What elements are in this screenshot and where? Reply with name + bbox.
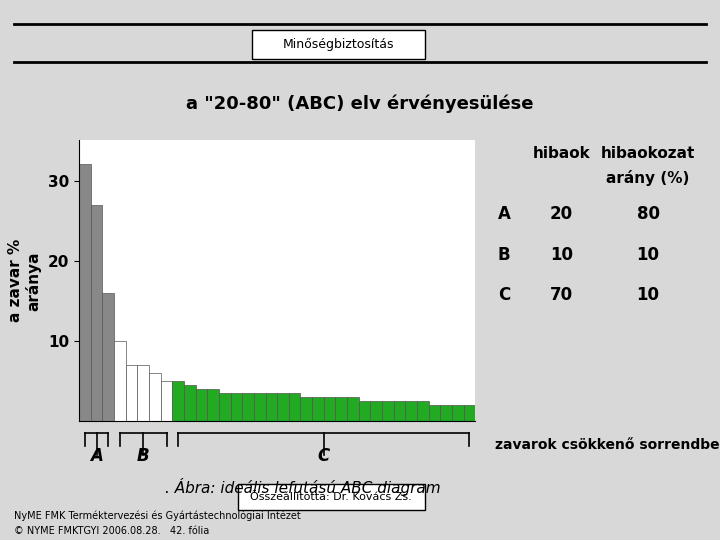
Text: A: A bbox=[90, 447, 103, 465]
Bar bbox=[172, 381, 184, 421]
Text: 10: 10 bbox=[550, 246, 573, 264]
Text: B: B bbox=[498, 246, 510, 264]
Text: hibaok: hibaok bbox=[533, 146, 590, 161]
Bar bbox=[242, 393, 254, 421]
Bar bbox=[114, 341, 126, 421]
Bar bbox=[359, 401, 370, 421]
Bar bbox=[277, 393, 289, 421]
Bar bbox=[126, 365, 138, 421]
Bar bbox=[207, 389, 219, 421]
Bar bbox=[230, 393, 242, 421]
Text: arány (%): arány (%) bbox=[606, 170, 690, 186]
Bar bbox=[254, 393, 266, 421]
Bar bbox=[196, 389, 207, 421]
Text: Minőségbiztosítás: Minőségbiztosítás bbox=[283, 38, 394, 51]
Bar bbox=[79, 165, 91, 421]
Text: NyME FMK Terméktervezési és Gyártástechnológiai Intézet: NyME FMK Terméktervezési és Gyártástechn… bbox=[14, 511, 301, 521]
Bar bbox=[324, 397, 336, 421]
FancyBboxPatch shape bbox=[252, 30, 425, 59]
Bar bbox=[161, 381, 172, 421]
Text: B: B bbox=[137, 447, 150, 465]
Text: zavarok csökkenő sorrendben: zavarok csökkenő sorrendben bbox=[495, 438, 720, 453]
Bar bbox=[266, 393, 277, 421]
Bar bbox=[452, 405, 464, 421]
Bar bbox=[382, 401, 394, 421]
Bar bbox=[289, 393, 300, 421]
Text: 10: 10 bbox=[636, 286, 660, 304]
Bar bbox=[405, 401, 417, 421]
Text: C: C bbox=[498, 286, 510, 304]
Bar bbox=[184, 385, 196, 421]
Bar bbox=[138, 365, 149, 421]
Text: 20: 20 bbox=[550, 205, 573, 223]
Text: 70: 70 bbox=[550, 286, 573, 304]
Bar bbox=[347, 397, 359, 421]
Bar bbox=[312, 397, 324, 421]
Bar bbox=[464, 405, 475, 421]
Bar bbox=[417, 401, 428, 421]
Text: . Ábra: ideális lefutású ABC diagram: . Ábra: ideális lefutású ABC diagram bbox=[165, 478, 440, 496]
Text: C: C bbox=[318, 447, 330, 465]
Text: Összeállította: Dr. Kovács Zs.: Összeállította: Dr. Kovács Zs. bbox=[251, 492, 412, 502]
FancyBboxPatch shape bbox=[238, 484, 425, 510]
Bar bbox=[102, 293, 114, 421]
Bar bbox=[91, 205, 102, 421]
Text: 10: 10 bbox=[636, 246, 660, 264]
Bar bbox=[219, 393, 230, 421]
Text: hibaokozat: hibaokozat bbox=[600, 146, 696, 161]
Text: A: A bbox=[498, 205, 510, 223]
Bar bbox=[336, 397, 347, 421]
Text: a "20-80" (ABC) elv érvényesülése: a "20-80" (ABC) elv érvényesülése bbox=[186, 95, 534, 113]
Bar bbox=[440, 405, 452, 421]
Text: 80: 80 bbox=[636, 205, 660, 223]
Bar bbox=[394, 401, 405, 421]
Bar bbox=[300, 397, 312, 421]
Text: © NYME FMKTGYI 2006.08.28.   42. fólia: © NYME FMKTGYI 2006.08.28. 42. fólia bbox=[14, 525, 210, 536]
Y-axis label: a zavar %
aránya: a zavar % aránya bbox=[7, 239, 41, 322]
Bar bbox=[370, 401, 382, 421]
Bar bbox=[149, 373, 161, 421]
Bar bbox=[428, 405, 440, 421]
